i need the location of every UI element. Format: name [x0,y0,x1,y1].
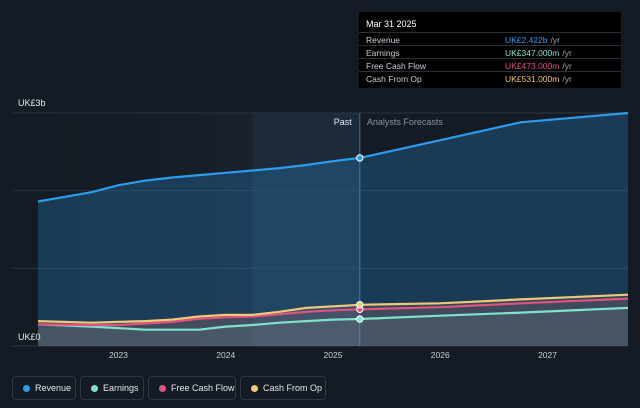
tooltip-value-earnings: UK£347.000m/yr [505,48,572,58]
revenue-marker [356,154,364,162]
legend-label: Free Cash Flow [171,383,235,393]
legend-item-earnings[interactable]: Earnings [80,376,144,400]
x-tick-label: 2023 [109,350,128,360]
y-tick-label: UK£0 [18,332,41,342]
cash-from-op-dot-icon [251,385,258,392]
revenue-dot-icon [23,385,30,392]
tooltip-label: Earnings [366,48,400,58]
forecast-label: Analysts Forecasts [367,117,444,127]
y-tick-label: UK£3b [18,98,46,108]
legend-label: Cash From Op [263,383,323,393]
cash-from-op-line [37,293,629,324]
free-cash-flow-area [38,298,628,346]
tooltip-value-revenue: UK£2.422b/yr [505,35,560,45]
earnings-dot-icon [91,385,98,392]
tooltip-label: Revenue [366,35,401,45]
revenue-area [38,113,628,346]
past-label: Past [334,117,353,127]
tooltip-row-cash-from-op: Cash From Op UK£531.000m/yr [359,71,621,85]
earnings-line [37,306,629,331]
legend-label: Earnings [103,383,139,393]
x-tick-label: 2025 [324,350,343,360]
tooltip: Mar 31 2025 Revenue UK£2.422b/yr Earning… [359,12,621,88]
legend-label: Revenue [35,383,72,393]
revenue-line [37,111,629,203]
tooltip-row-earnings: Earnings UK£347.000m/yr [359,45,621,59]
x-tick-label: 2024 [216,350,235,360]
tooltip-date: Mar 31 2025 [366,19,417,29]
legend-item-free-cash-flow[interactable]: Free Cash Flow [148,376,236,400]
tooltip-label: Free Cash Flow [366,61,426,71]
cash-from-op-marker [356,301,364,309]
earnings-marker [356,315,364,323]
tooltip-value-cash-from-op: UK£531.000m/yr [505,74,572,84]
legend-item-cash-from-op[interactable]: Cash From Op [240,376,326,400]
tooltip-row-free-cash-flow: Free Cash Flow UK£473.000m/yr [359,58,621,72]
x-tick-label: 2026 [431,350,450,360]
tooltip-value-free-cash-flow: UK£473.000m/yr [505,61,572,71]
tooltip-label: Cash From Op [366,74,422,84]
x-tick-label: 2027 [538,350,557,360]
legend-item-revenue[interactable]: Revenue [12,376,76,400]
earnings-area [38,307,628,346]
free-cash-flow-dot-icon [159,385,166,392]
past-region-shade [12,113,253,346]
tooltip-row-revenue: Revenue UK£2.422b/yr [359,32,621,46]
free-cash-flow-line [37,297,629,327]
